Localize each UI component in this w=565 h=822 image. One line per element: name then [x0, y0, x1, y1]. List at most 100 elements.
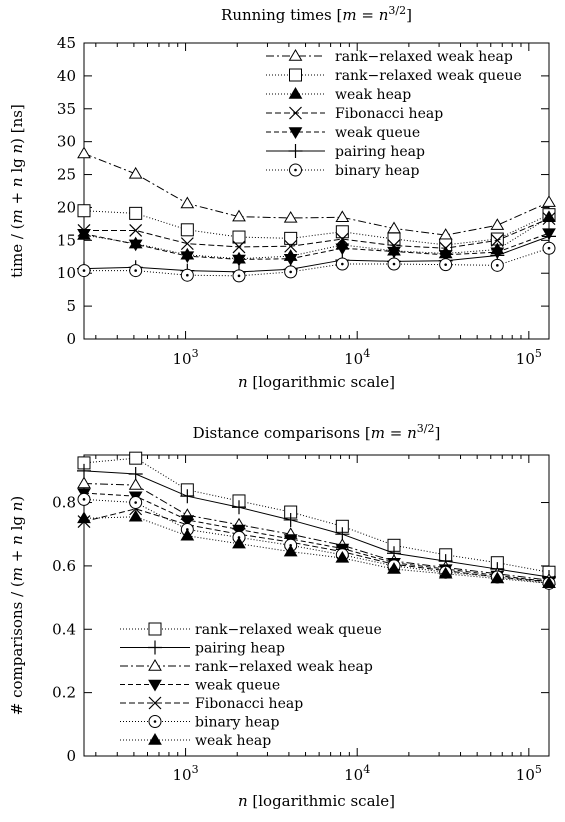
legend: rank−relaxed weak queue pairing heap rank−…: [120, 622, 382, 749]
series-line: [84, 471, 549, 577]
data-point: [78, 478, 90, 488]
data-point: [78, 265, 90, 277]
y-tick-label: 35: [57, 100, 76, 118]
series-3: [78, 489, 555, 588]
legend-marker: [149, 660, 161, 670]
x-tick-label: 103: [173, 347, 199, 368]
data-point: [130, 479, 142, 489]
legend-marker: [149, 680, 161, 690]
data-point: [543, 242, 555, 254]
y-tick-label: 10: [57, 264, 76, 282]
series-6: [78, 511, 555, 588]
data-point: [285, 266, 297, 278]
legend-label: weak heap: [335, 87, 411, 103]
data-point: [285, 212, 297, 222]
data-point: [336, 211, 348, 221]
legend-label: weak queue: [195, 678, 280, 694]
legend-marker: [149, 734, 161, 744]
data-point: [181, 269, 193, 281]
data-point: [181, 224, 193, 236]
y-tick-label: 45: [57, 34, 76, 52]
data-point: [130, 168, 142, 178]
y-tick-label: 15: [57, 231, 76, 249]
y-tick-label: 30: [57, 133, 76, 151]
x-tick-label: 105: [516, 347, 542, 368]
series-line: [84, 236, 549, 272]
y-tick-label: 0.8: [52, 494, 76, 512]
series-1: [77, 464, 556, 584]
series-2: [78, 211, 555, 263]
legend-label: binary heap: [335, 163, 420, 179]
series-0: [78, 148, 555, 240]
y-tick-label: 40: [57, 67, 76, 85]
y-tick-label: 0.6: [52, 557, 76, 575]
data-point: [388, 233, 400, 245]
series-line: [84, 499, 549, 583]
data-point: [130, 265, 142, 277]
y-tick-label: 5: [66, 297, 76, 315]
data-point: [440, 259, 452, 271]
legend-marker: [289, 144, 303, 158]
y-axis-label: # comparisons / (m + n lg n): [8, 496, 26, 716]
y-tick-label: 20: [57, 198, 76, 216]
data-point: [78, 148, 90, 158]
legend-marker: [290, 69, 302, 81]
x-axis-label: n [logarithmic scale]: [238, 792, 395, 810]
y-tick-label: 0.4: [52, 620, 76, 638]
series-4: [78, 503, 555, 588]
legend-label: Fibonacci heap: [195, 696, 303, 712]
series-line: [84, 509, 549, 582]
series-3: [78, 213, 555, 255]
x-tick-label: 104: [344, 763, 370, 784]
legend-label: weak heap: [195, 733, 271, 749]
plot-frame: [84, 43, 549, 339]
data-point: [491, 219, 503, 229]
legend-label: rank−relaxed weak heap: [335, 49, 513, 65]
data-point: [130, 497, 142, 509]
y-tick-label: 0.2: [52, 684, 76, 702]
series-0: [78, 452, 555, 578]
data-point: [233, 270, 245, 282]
running-times-chart: Running times [m = n3/2]0510152025303540…: [8, 4, 556, 391]
legend-label: rank−relaxed weak queue: [195, 622, 382, 638]
data-point: [388, 258, 400, 270]
data-point: [78, 493, 90, 505]
legend-marker: [290, 88, 302, 98]
x-tick-label: 103: [173, 763, 199, 784]
legend: rank−relaxed weak heap rank−relaxed weak …: [266, 49, 522, 179]
plot-frame: [84, 455, 549, 756]
y-tick-label: 25: [57, 166, 76, 184]
y-tick-label: 0: [66, 747, 76, 765]
series-line: [84, 211, 549, 245]
legend-label: pairing heap: [195, 641, 285, 657]
legend-label: pairing heap: [335, 144, 425, 160]
legend-label: rank−relaxed weak heap: [195, 659, 373, 675]
data-point: [491, 259, 503, 271]
series-line: [84, 484, 549, 581]
legend-marker: [290, 50, 302, 60]
series-5: [77, 229, 556, 279]
x-axis-label: n [logarithmic scale]: [238, 373, 395, 391]
data-point: [130, 452, 142, 464]
x-tick-label: 104: [344, 347, 370, 368]
series-line: [84, 154, 549, 236]
data-point: [543, 196, 555, 206]
legend-marker: [290, 107, 302, 119]
x-tick-label: 105: [516, 763, 542, 784]
data-point: [336, 226, 348, 238]
series-line: [84, 219, 549, 249]
legend-marker: [290, 164, 302, 176]
chart-title: Distance comparisons [m = n3/2]: [193, 422, 441, 442]
data-point: [130, 207, 142, 219]
data-point: [78, 205, 90, 217]
series-2: [78, 478, 555, 585]
y-tick-label: 0: [66, 330, 76, 348]
series-line: [84, 493, 549, 582]
distance-comparisons-chart: Distance comparisons [m = n3/2] 0 0.2 0.4 0.…: [8, 422, 556, 810]
legend-marker: [149, 716, 161, 728]
data-point: [233, 231, 245, 243]
legend-label: binary heap: [195, 715, 280, 731]
series-line: [84, 233, 549, 259]
legend-label: weak queue: [335, 125, 420, 141]
